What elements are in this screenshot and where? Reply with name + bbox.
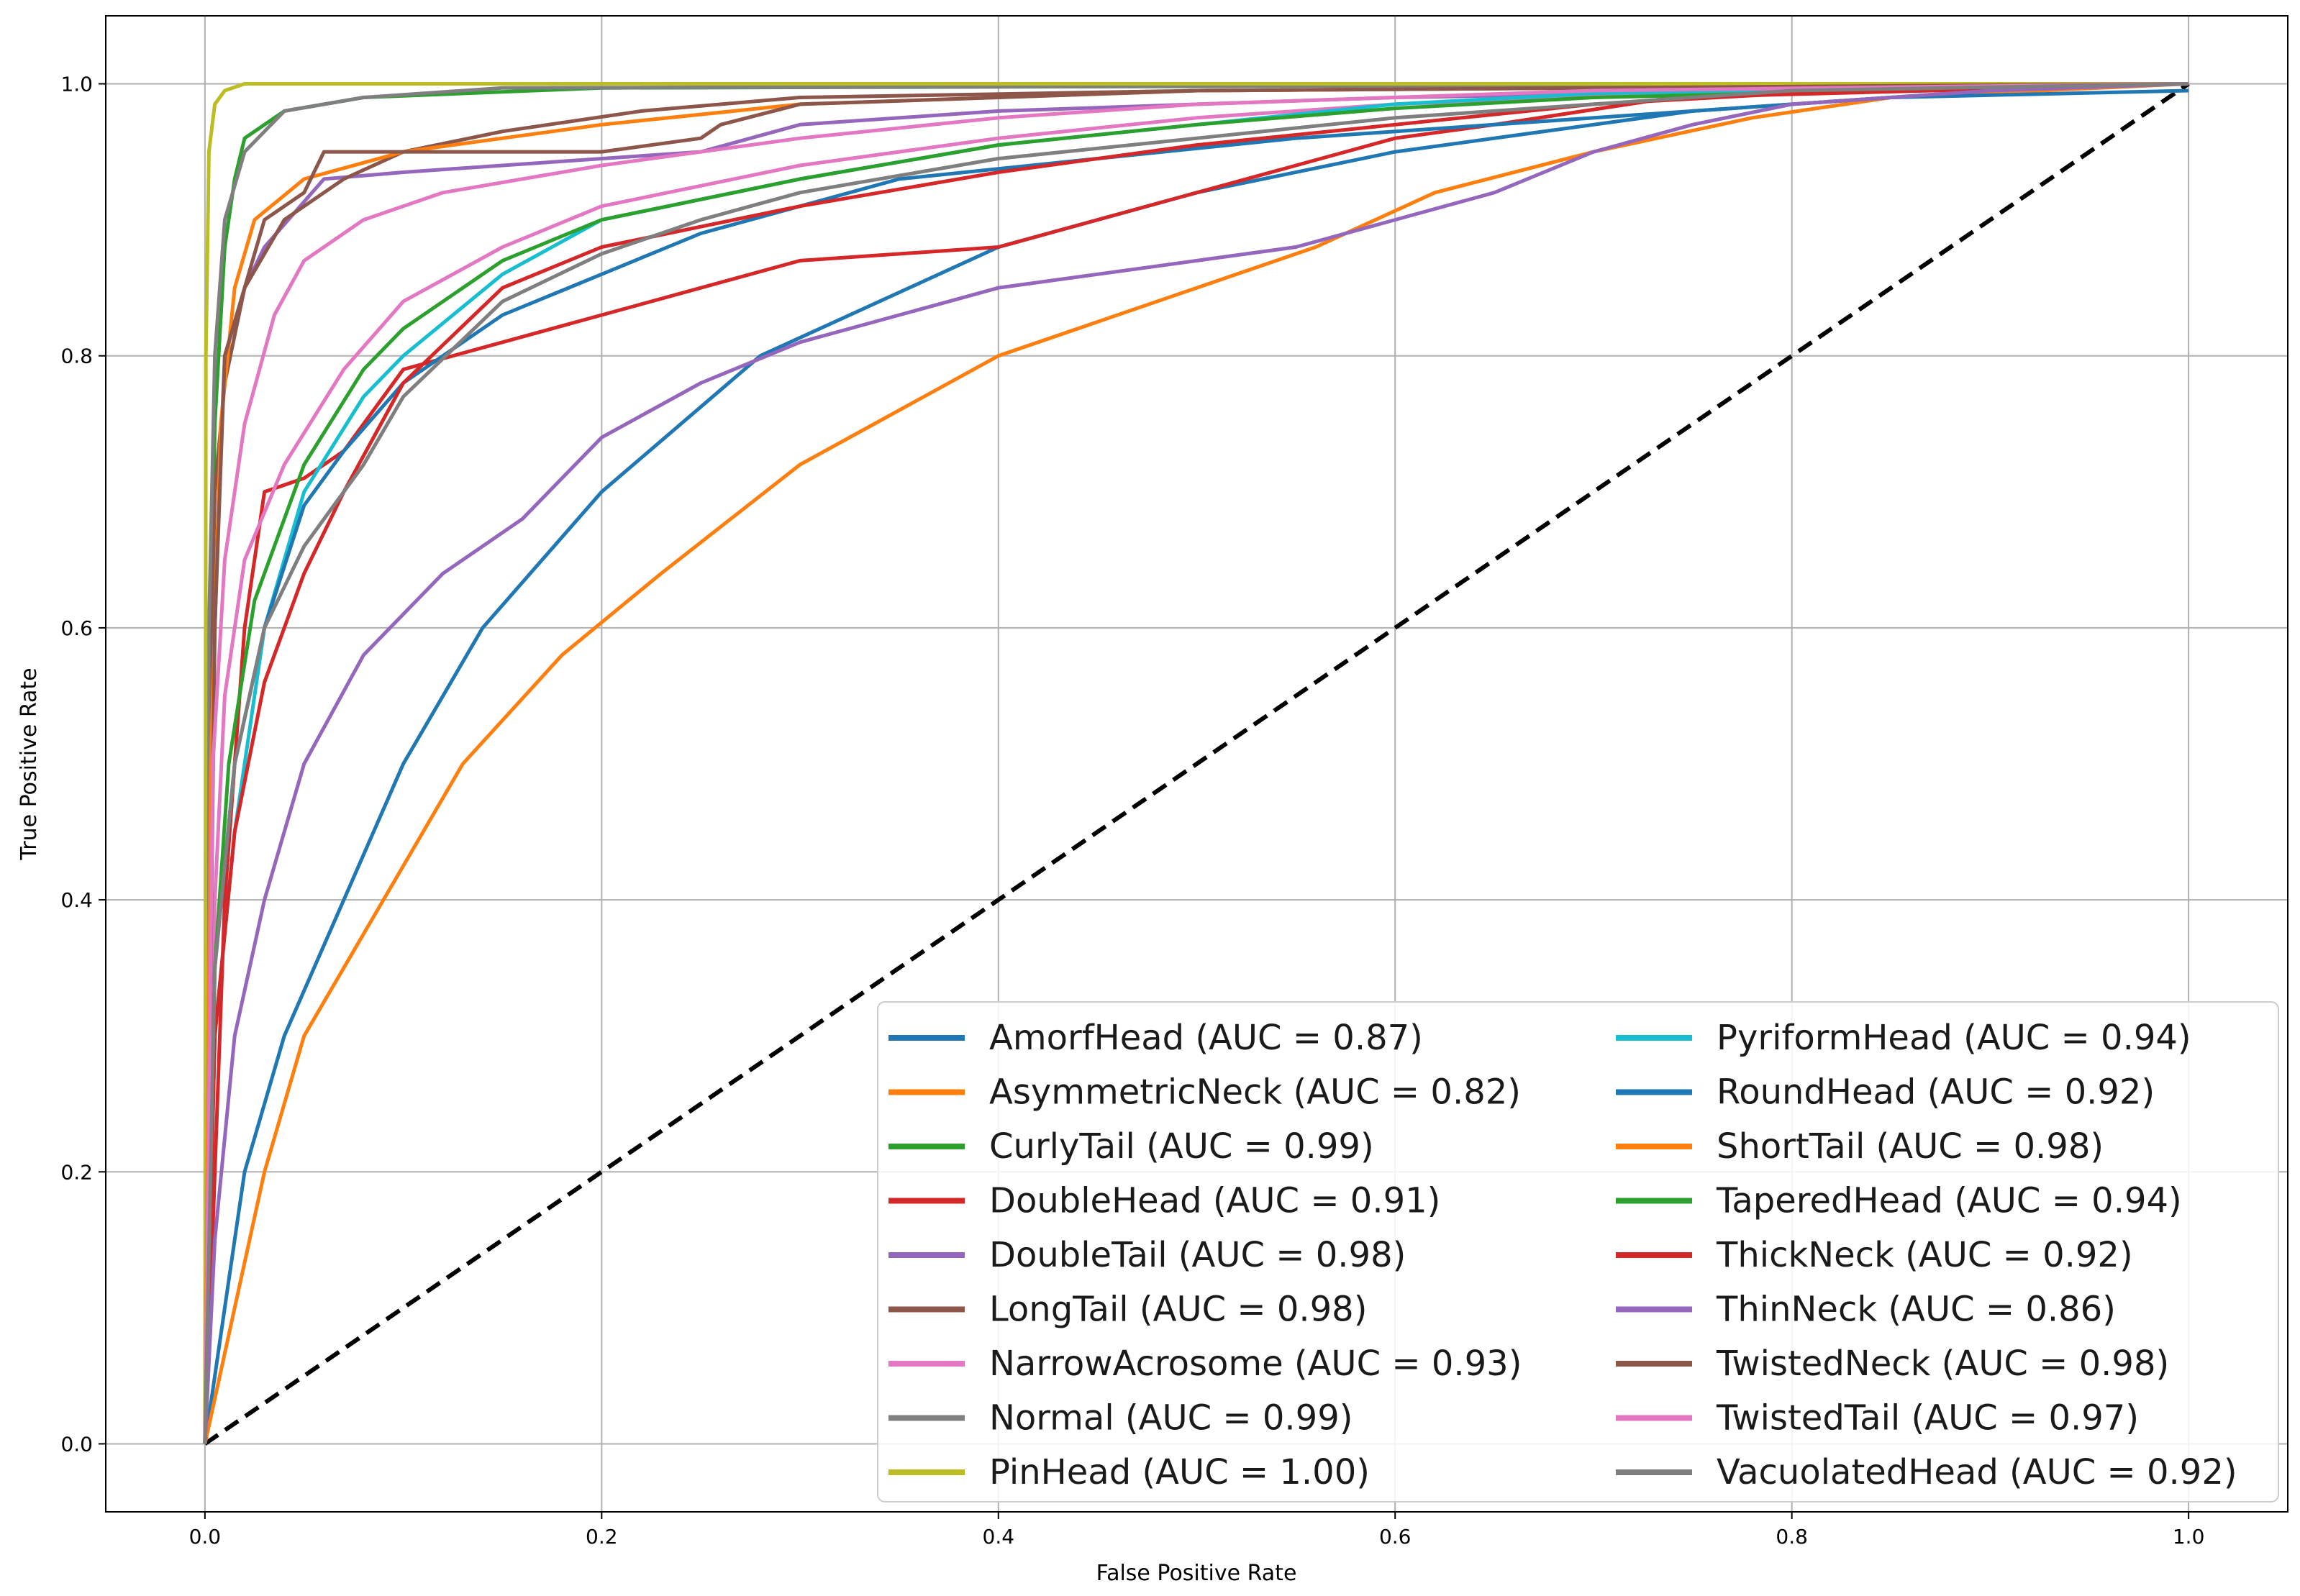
roc-curve-pyriformhead: [203, 82, 2189, 1444]
roc-curve-twistedtail: [203, 82, 2189, 1444]
legend-entry: DoubleHead (AUC = 0.91): [989, 1181, 1440, 1221]
legend-entry: RoundHead (AUC = 0.92): [1717, 1072, 2155, 1113]
legend-entry: ThickNeck (AUC = 0.92): [1716, 1235, 2133, 1275]
roc-curve-thickneck: [203, 82, 2189, 1444]
legend-entry: VacuolatedHead (AUC = 0.92): [1717, 1452, 2237, 1492]
legend-entry: AmorfHead (AUC = 0.87): [989, 1018, 1423, 1058]
x-tick-label: 1.0: [2173, 1525, 2205, 1549]
roc-curve-twistedneck: [203, 82, 2189, 1444]
y-tick-label: 0.6: [60, 616, 93, 640]
y-tick-label: 0.2: [60, 1160, 93, 1184]
y-tick-label: 0.0: [60, 1432, 93, 1456]
x-tick-label: 0.8: [1776, 1525, 1808, 1549]
legend-entry: DoubleTail (AUC = 0.98): [989, 1235, 1406, 1275]
roc-curve-longtail: [203, 82, 2189, 1444]
legend-entry: PinHead (AUC = 1.00): [989, 1452, 1370, 1492]
legend-entry: TwistedTail (AUC = 0.97): [1716, 1398, 2139, 1438]
y-tick-label: 0.4: [60, 888, 93, 912]
legend: AmorfHead (AUC = 0.87) AsymmetricNeck (AU…: [877, 1001, 2279, 1502]
reference-diagonal-line: [204, 82, 2190, 1446]
x-tick-label: 0.0: [189, 1525, 222, 1549]
legend-entry: TwistedNeck (AUC = 0.98): [1716, 1344, 2169, 1384]
roc-curve-asymmetricneck: [203, 82, 2189, 1445]
plot-frame: [105, 15, 2288, 1513]
x-tick-label: 0.6: [1379, 1525, 1412, 1549]
y-tick-label: 1.0: [60, 73, 93, 96]
legend-box: [877, 1001, 2279, 1502]
roc-curve-vacuolatedhead: [203, 82, 2189, 1444]
y-axis-label: True Positive Rate: [17, 667, 42, 860]
legend-entry: Normal (AUC = 0.99): [989, 1398, 1353, 1438]
axis-ticks: 0.0 0.2 0.4 0.6 0.8 1.0 0.0 0.2 0.4 0.6 0.8 1.0: [60, 73, 2204, 1549]
roc-curve-pinhead: [203, 82, 2189, 1444]
legend-entry: CurlyTail (AUC = 0.99): [989, 1126, 1374, 1167]
x-tick-label: 0.4: [983, 1525, 1015, 1549]
roc-curves: [203, 82, 2189, 1445]
legend-entry: AsymmetricNeck (AUC = 0.82): [989, 1072, 1521, 1113]
roc-curve-amorfhead: [203, 82, 2189, 1444]
legend-entry: LongTail (AUC = 0.98): [989, 1290, 1367, 1330]
y-tick-label: 0.8: [60, 345, 93, 368]
legend-entry: NarrowAcrosome (AUC = 0.93): [989, 1344, 1522, 1384]
x-tick-label: 0.2: [586, 1525, 618, 1549]
legend-entry: TaperedHead (AUC = 0.94): [1716, 1181, 2182, 1221]
roc-curve-narrowacrosome: [203, 82, 2189, 1444]
roc-curve-taperedhead: [203, 82, 2189, 1444]
legend-entry: ThinNeck (AUC = 0.86): [1716, 1290, 2116, 1330]
grid-lines: [106, 16, 2288, 1512]
roc-curve-normal: [203, 82, 2189, 1444]
x-axis-label: False Positive Rate: [1096, 1561, 1297, 1586]
legend-entry: PyriformHead (AUC = 0.94): [1717, 1018, 2191, 1058]
roc-curve-thinneck: [203, 82, 2189, 1444]
roc-curve-doublehead: [203, 82, 2189, 1444]
legend-entry: ShortTail (AUC = 0.98): [1717, 1126, 2104, 1167]
